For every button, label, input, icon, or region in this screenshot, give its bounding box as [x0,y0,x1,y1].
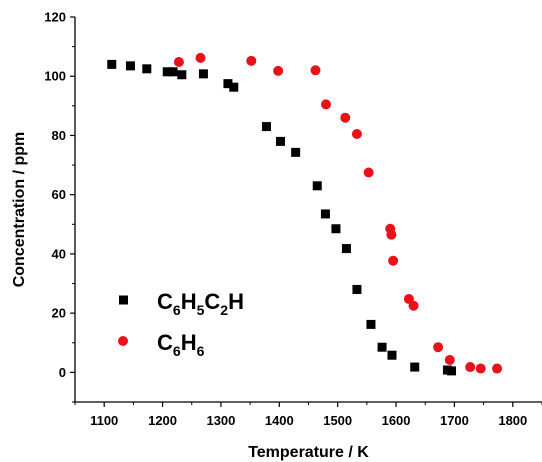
y-tick-label: 100 [44,69,66,84]
x-tick-label: 1600 [382,413,411,428]
legend-subscript: 5 [197,302,205,318]
data-point-square [312,181,322,191]
data-point-circle [340,112,351,123]
y-tick-label: 0 [59,365,66,380]
legend-text-part: C [157,289,173,314]
data-point-circle [310,65,321,76]
data-point-square [229,82,239,92]
legend-subscript: 6 [173,302,181,318]
x-tick-label: 1200 [148,413,177,428]
data-point-circle [173,57,184,68]
data-point-square [447,366,457,376]
data-point-square [331,224,341,234]
data-point-square [142,64,152,74]
data-point-square [162,67,172,77]
data-point-square [125,61,135,71]
data-point-square [198,69,208,79]
data-point-circle [408,300,419,311]
data-point-square [291,147,301,157]
data-point-circle [351,128,362,139]
data-point-square [366,319,376,329]
data-point-square [320,209,330,219]
data-point-circle [433,342,444,353]
x-tick-label: 1800 [498,413,527,428]
data-point-square [341,244,351,254]
x-axis-title: Temperature / K [248,444,369,461]
data-point-square [377,342,387,352]
data-point-circle [388,255,399,266]
legend-label: C6H5C2H [157,289,244,318]
y-axis-title: Concentration / ppm [11,132,28,288]
data-point-circle [195,52,206,63]
data-point-circle [273,65,284,76]
y-tick-label: 60 [52,187,66,202]
data-point-square [107,59,117,69]
x-tick-label: 1700 [440,413,469,428]
legend-label: C6H6 [157,330,205,359]
data-point-circle [246,55,257,66]
x-tick-label: 1100 [90,413,118,428]
legend-text-part: H [181,330,197,355]
x-tick-label: 1300 [206,413,235,428]
data-point-square [352,284,362,294]
data-point-square [410,362,420,372]
data-point-circle [444,354,455,365]
data-point-circle [475,363,486,374]
x-tick-label: 1400 [265,413,294,428]
legend-marker-circle [118,336,128,346]
data-point-square [168,67,178,77]
legend-text-part: H [181,289,197,314]
y-tick-label: 40 [52,246,66,261]
legend-text-part: C [204,289,220,314]
legend-text-part: H [228,289,244,314]
y-tick-label: 120 [44,10,66,25]
data-point-circle [363,167,374,178]
legend-subscript: 2 [220,302,228,318]
legend-subscript: 6 [197,343,205,359]
data-point-circle [321,99,332,110]
legend-subscript: 6 [173,343,181,359]
x-tick-label: 1500 [323,413,352,428]
data-point-square [223,79,233,89]
ticks: 1100 1200 1300 1400 1500 1600 1700 1800 0 20 40 60 8… [44,10,542,428]
data-point-square [261,122,271,132]
legend-marker-square [119,295,128,305]
data-point-square [387,350,397,360]
data-point-square [177,70,187,80]
y-tick-label: 20 [52,306,66,321]
data-point-circle [386,229,397,240]
axes [74,17,542,403]
y-tick-label: 80 [52,128,66,143]
legend-text-part: C [157,330,173,355]
data-point-circle [465,362,476,373]
data-point-circle [492,363,503,374]
data-marks [107,52,503,376]
data-point-square [275,136,285,146]
